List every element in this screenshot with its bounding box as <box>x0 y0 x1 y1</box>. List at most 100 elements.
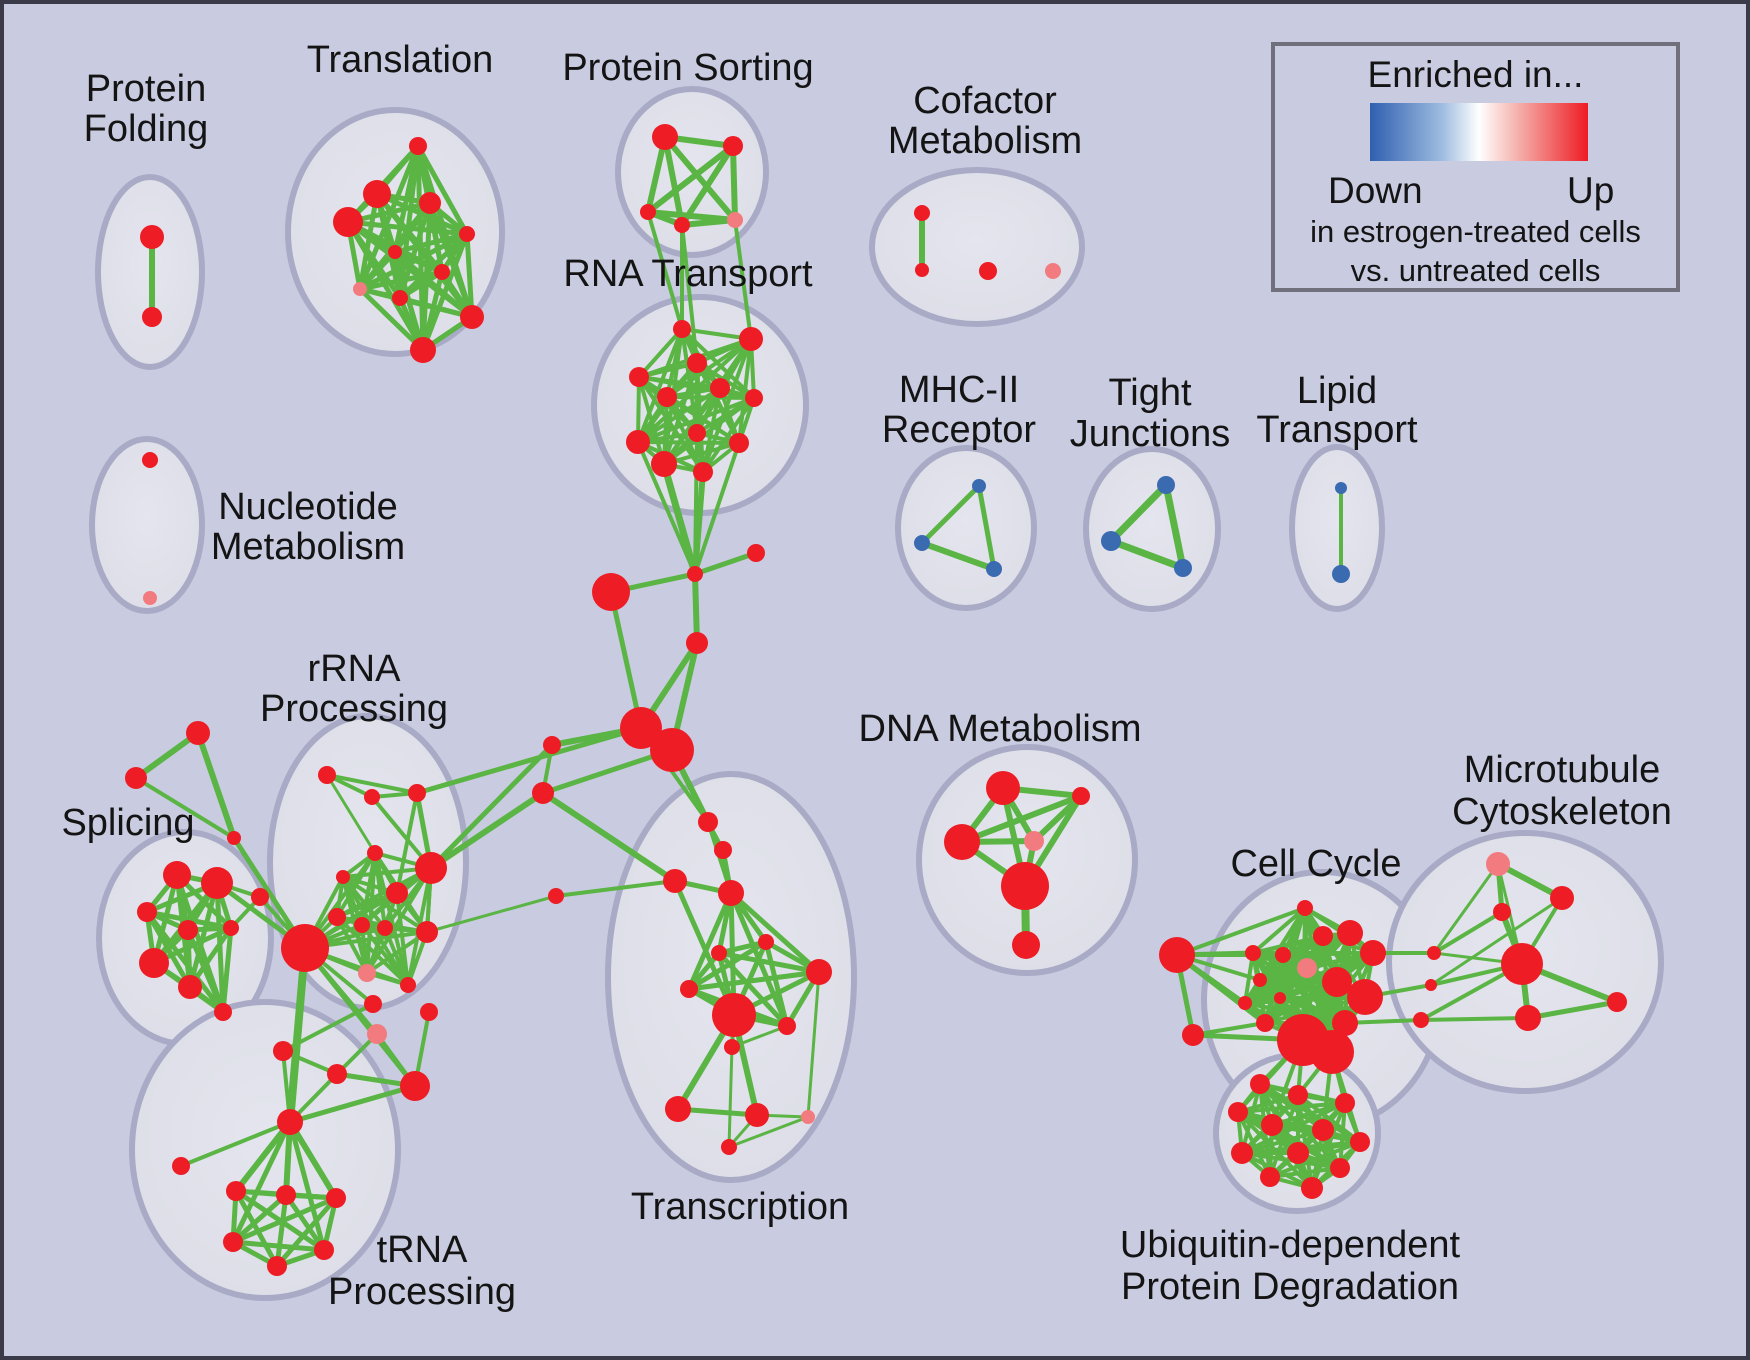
gene-set-node-47-pink[interactable] <box>1024 831 1044 851</box>
gene-set-node-13-red[interactable] <box>652 124 678 150</box>
gene-set-node-80-red[interactable] <box>327 1064 347 1084</box>
gene-set-node-67-red[interactable] <box>386 882 408 904</box>
gene-set-node-14-red[interactable] <box>723 136 743 156</box>
gene-set-node-36-blue[interactable] <box>972 479 986 493</box>
gene-set-node-65-red[interactable] <box>336 870 350 884</box>
gene-set-node-109-red[interactable] <box>724 1039 740 1055</box>
gene-set-node-29-red[interactable] <box>693 462 713 482</box>
gene-set-node-24-red[interactable] <box>745 389 763 407</box>
gene-set-node-123-red[interactable] <box>1297 900 1313 916</box>
gene-set-node-147-red[interactable] <box>1350 1132 1370 1152</box>
gene-set-node-57-red[interactable] <box>223 920 239 936</box>
gene-set-node-99-red[interactable] <box>698 812 718 832</box>
gene-set-node-28-red[interactable] <box>651 451 677 477</box>
gene-set-node-136-red[interactable] <box>1550 886 1574 910</box>
gene-set-node-82-red[interactable] <box>277 1109 303 1135</box>
gene-set-node-127-red[interactable] <box>1322 967 1352 997</box>
gene-set-node-119-red[interactable] <box>1253 973 1267 987</box>
gene-set-node-79-red[interactable] <box>273 1041 293 1061</box>
gene-set-node-100-red[interactable] <box>714 841 732 859</box>
gene-set-node-103-red[interactable] <box>758 934 774 950</box>
gene-set-node-149-red[interactable] <box>1287 1142 1309 1164</box>
gene-set-node-70-red[interactable] <box>377 920 393 936</box>
gene-set-node-145-red[interactable] <box>1261 1114 1283 1136</box>
gene-set-node-97-red[interactable] <box>532 782 554 804</box>
gene-set-node-76-red[interactable] <box>364 995 382 1013</box>
gene-set-node-142-red[interactable] <box>1288 1085 1308 1105</box>
gene-set-node-126-red[interactable] <box>1360 940 1386 966</box>
gene-set-node-101-red[interactable] <box>663 869 687 893</box>
gene-set-node-58-red[interactable] <box>139 948 169 978</box>
gene-set-node-143-red[interactable] <box>1335 1093 1355 1113</box>
gene-set-node-5-red[interactable] <box>333 207 363 237</box>
gene-set-node-148-red[interactable] <box>1231 1142 1253 1164</box>
gene-set-node-92-red[interactable] <box>592 573 630 611</box>
gene-set-node-17-pink[interactable] <box>727 212 743 228</box>
gene-set-node-32-red[interactable] <box>979 262 997 280</box>
gene-set-node-144-red[interactable] <box>1228 1102 1248 1122</box>
gene-set-node-69-red[interactable] <box>354 917 370 933</box>
gene-set-node-60-red[interactable] <box>214 1003 232 1021</box>
gene-set-node-91-red[interactable] <box>747 544 765 562</box>
gene-set-node-27-red[interactable] <box>729 433 749 453</box>
gene-set-node-98-red[interactable] <box>548 888 564 904</box>
gene-set-node-0-red[interactable] <box>140 225 164 249</box>
gene-set-node-40-blue[interactable] <box>1101 531 1121 551</box>
gene-set-node-37-blue[interactable] <box>914 535 930 551</box>
gene-set-node-146-red[interactable] <box>1312 1119 1334 1141</box>
gene-set-node-114-red[interactable] <box>1159 937 1195 973</box>
gene-set-node-9-pink[interactable] <box>353 282 367 296</box>
gene-set-node-74-red[interactable] <box>400 977 416 993</box>
gene-set-node-55-red[interactable] <box>137 902 157 922</box>
gene-set-node-73-red[interactable] <box>416 921 438 943</box>
gene-set-node-30-red[interactable] <box>914 205 930 221</box>
gene-set-node-90-red[interactable] <box>687 566 703 582</box>
gene-set-node-42-blue[interactable] <box>1335 482 1347 494</box>
gene-set-node-125-red[interactable] <box>1337 920 1363 946</box>
gene-set-node-115-red[interactable] <box>1182 1024 1204 1046</box>
gene-set-node-122-red[interactable] <box>1256 1014 1274 1032</box>
gene-set-node-56-red[interactable] <box>178 920 198 940</box>
gene-set-node-54-red[interactable] <box>201 867 233 899</box>
gene-set-node-50-red[interactable] <box>186 721 210 745</box>
gene-set-node-51-red[interactable] <box>125 767 147 789</box>
gene-set-node-75-red[interactable] <box>251 888 269 906</box>
gene-set-node-20-red[interactable] <box>687 353 707 373</box>
gene-set-node-102-red[interactable] <box>718 880 744 906</box>
gene-set-node-108-red[interactable] <box>778 1017 796 1035</box>
gene-set-node-66-red[interactable] <box>415 852 447 884</box>
gene-set-node-77-red[interactable] <box>420 1003 438 1021</box>
gene-set-node-10-red[interactable] <box>392 290 408 306</box>
gene-set-node-63-red[interactable] <box>408 784 426 802</box>
gene-set-node-62-red[interactable] <box>364 789 380 805</box>
gene-set-node-128-red[interactable] <box>1347 979 1383 1015</box>
gene-set-node-107-red[interactable] <box>712 993 756 1037</box>
gene-set-node-2-red[interactable] <box>409 137 427 155</box>
gene-set-node-104-red[interactable] <box>711 945 727 961</box>
gene-set-node-49-red[interactable] <box>1012 931 1040 959</box>
gene-set-node-134-red[interactable] <box>1413 1012 1429 1028</box>
gene-set-node-116-red[interactable] <box>1245 945 1261 961</box>
gene-set-node-21-red[interactable] <box>629 367 649 387</box>
gene-set-node-48-red[interactable] <box>1001 862 1049 910</box>
gene-set-node-52-red[interactable] <box>227 831 241 845</box>
gene-set-node-106-red[interactable] <box>680 980 698 998</box>
gene-set-node-22-red[interactable] <box>710 378 730 398</box>
gene-set-node-25-red[interactable] <box>688 424 706 442</box>
gene-set-node-3-red[interactable] <box>363 180 391 208</box>
gene-set-node-88-red[interactable] <box>314 1240 334 1260</box>
gene-set-node-138-red[interactable] <box>1501 943 1543 985</box>
gene-set-node-110-red[interactable] <box>665 1096 691 1122</box>
gene-set-node-15-red[interactable] <box>640 204 656 220</box>
gene-set-node-133-red[interactable] <box>1425 979 1437 991</box>
gene-set-node-8-red[interactable] <box>434 264 450 280</box>
gene-set-node-12-red[interactable] <box>410 337 436 363</box>
gene-set-node-111-red[interactable] <box>745 1103 769 1127</box>
gene-set-node-64-red[interactable] <box>367 845 383 861</box>
gene-set-node-139-red[interactable] <box>1515 1005 1541 1031</box>
gene-set-node-132-red[interactable] <box>1427 946 1441 960</box>
gene-set-node-23-red[interactable] <box>657 387 677 407</box>
gene-set-node-38-blue[interactable] <box>986 561 1002 577</box>
gene-set-node-83-red[interactable] <box>172 1157 190 1175</box>
gene-set-node-53-red[interactable] <box>163 861 191 889</box>
